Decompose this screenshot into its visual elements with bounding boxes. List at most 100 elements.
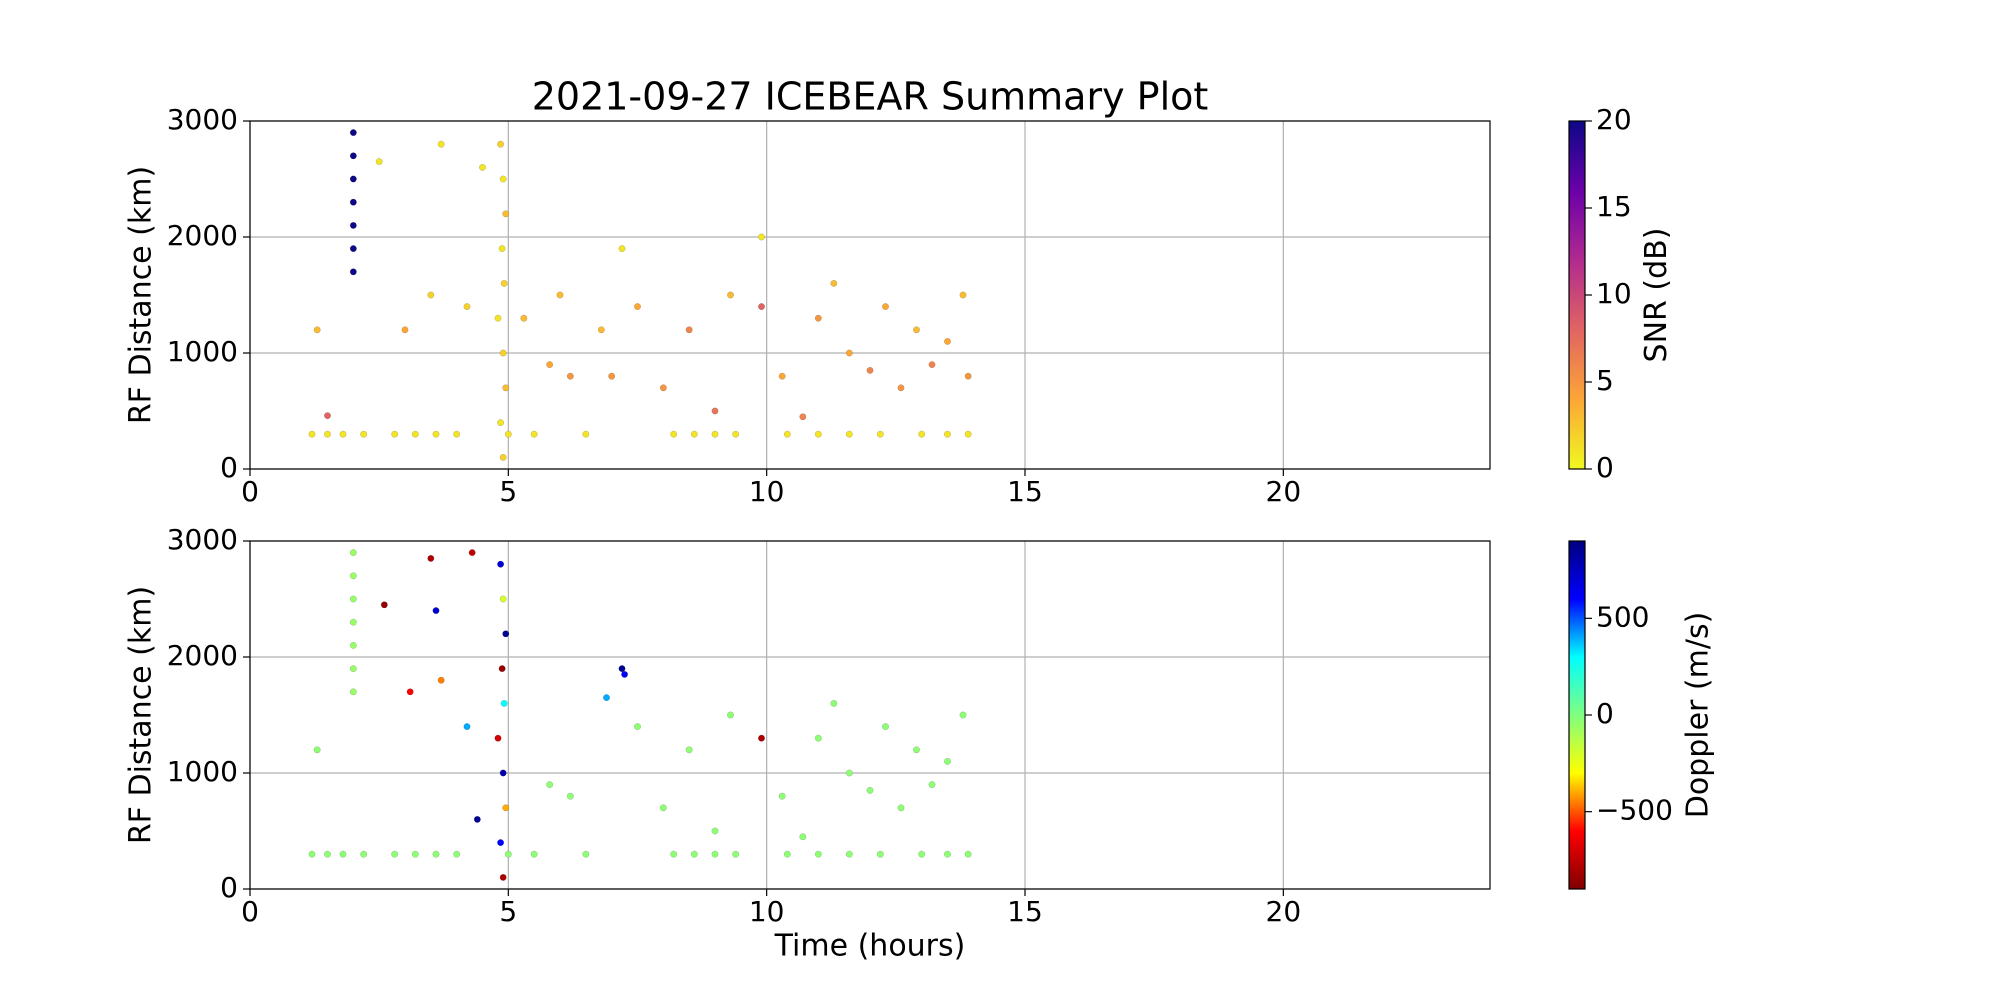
point: [453, 430, 461, 438]
point: [479, 163, 486, 171]
point: [349, 665, 357, 673]
point: [783, 430, 791, 438]
point: [494, 734, 502, 742]
point: [711, 430, 719, 438]
point: [964, 850, 972, 858]
point: [453, 850, 461, 858]
point: [437, 676, 445, 684]
point: [556, 291, 564, 299]
point: [502, 384, 510, 392]
point: [324, 430, 331, 438]
colorbar-label: Doppler (m/s): [1680, 612, 1715, 819]
point: [690, 430, 698, 438]
point: [349, 549, 357, 557]
point: [380, 601, 388, 609]
point: [727, 291, 734, 299]
point: [634, 303, 641, 311]
x-tick-label: 20: [1266, 895, 1302, 928]
y-tick-label: 2000: [167, 639, 238, 672]
point: [866, 366, 874, 374]
x-tick-label: 5: [499, 475, 517, 508]
point: [732, 850, 740, 858]
point: [634, 723, 641, 731]
plot-frame: [249, 120, 1491, 470]
point: [928, 361, 936, 369]
point: [349, 688, 357, 696]
point: [500, 699, 508, 707]
point: [882, 303, 889, 311]
point: [432, 850, 440, 858]
point: [349, 245, 357, 253]
point: [375, 158, 383, 166]
point: [360, 430, 368, 438]
y-axis-label: RF Distance (km): [124, 586, 159, 844]
y-tick-label: 2000: [167, 219, 238, 252]
point: [468, 549, 476, 557]
point: [814, 850, 822, 858]
point: [502, 630, 510, 638]
point: [324, 850, 331, 858]
point: [758, 734, 765, 742]
x-axis-label: Time (hours): [774, 929, 966, 964]
point: [504, 850, 512, 858]
point: [349, 268, 357, 276]
colorbar-tick-label: 0: [1596, 451, 1614, 484]
point: [349, 175, 357, 183]
colorbar-tick-label: 0: [1596, 697, 1614, 730]
point: [711, 850, 719, 858]
point: [897, 384, 905, 392]
point: [349, 572, 357, 580]
x-tick-label: 0: [241, 475, 259, 508]
point: [406, 688, 414, 696]
point: [928, 781, 936, 789]
point: [411, 850, 419, 858]
point: [494, 314, 502, 322]
point: [830, 699, 838, 707]
point: [339, 850, 347, 858]
colorbar-tick-label: −500: [1596, 794, 1673, 827]
point: [732, 430, 740, 438]
colorbar-label: SNR (dB): [1639, 228, 1674, 363]
point: [727, 711, 734, 719]
point: [670, 430, 678, 438]
point: [845, 349, 853, 357]
point: [324, 412, 331, 420]
point: [964, 372, 972, 380]
point: [499, 453, 507, 461]
point: [944, 337, 951, 345]
point: [308, 850, 316, 858]
x-tick-label: 10: [749, 475, 785, 508]
point: [711, 407, 719, 415]
point: [845, 430, 853, 438]
point: [401, 326, 409, 334]
point: [918, 430, 926, 438]
point: [876, 850, 884, 858]
point: [830, 279, 838, 287]
point: [349, 221, 357, 229]
point: [411, 430, 419, 438]
y-tick-label: 0: [220, 871, 238, 904]
point: [308, 430, 316, 438]
point: [349, 618, 357, 626]
point: [913, 326, 920, 334]
point: [497, 560, 505, 568]
point: [391, 850, 399, 858]
point: [959, 291, 967, 299]
point: [427, 554, 435, 562]
colorbar: [1568, 120, 1586, 470]
point: [876, 430, 884, 438]
point: [618, 665, 626, 673]
y-tick-label: 1000: [167, 335, 238, 368]
point: [918, 850, 926, 858]
x-tick-label: 20: [1266, 475, 1302, 508]
point: [670, 850, 678, 858]
colorbar-tick-label: 5: [1596, 364, 1614, 397]
point: [597, 326, 605, 334]
point: [783, 850, 791, 858]
point: [959, 711, 967, 719]
point: [497, 419, 505, 427]
point: [349, 198, 357, 206]
x-tick-label: 0: [241, 895, 259, 928]
colorbar-tick-label: 15: [1596, 190, 1632, 223]
chart-title: 2021-09-27 ICEBEAR Summary Plot: [532, 75, 1209, 119]
